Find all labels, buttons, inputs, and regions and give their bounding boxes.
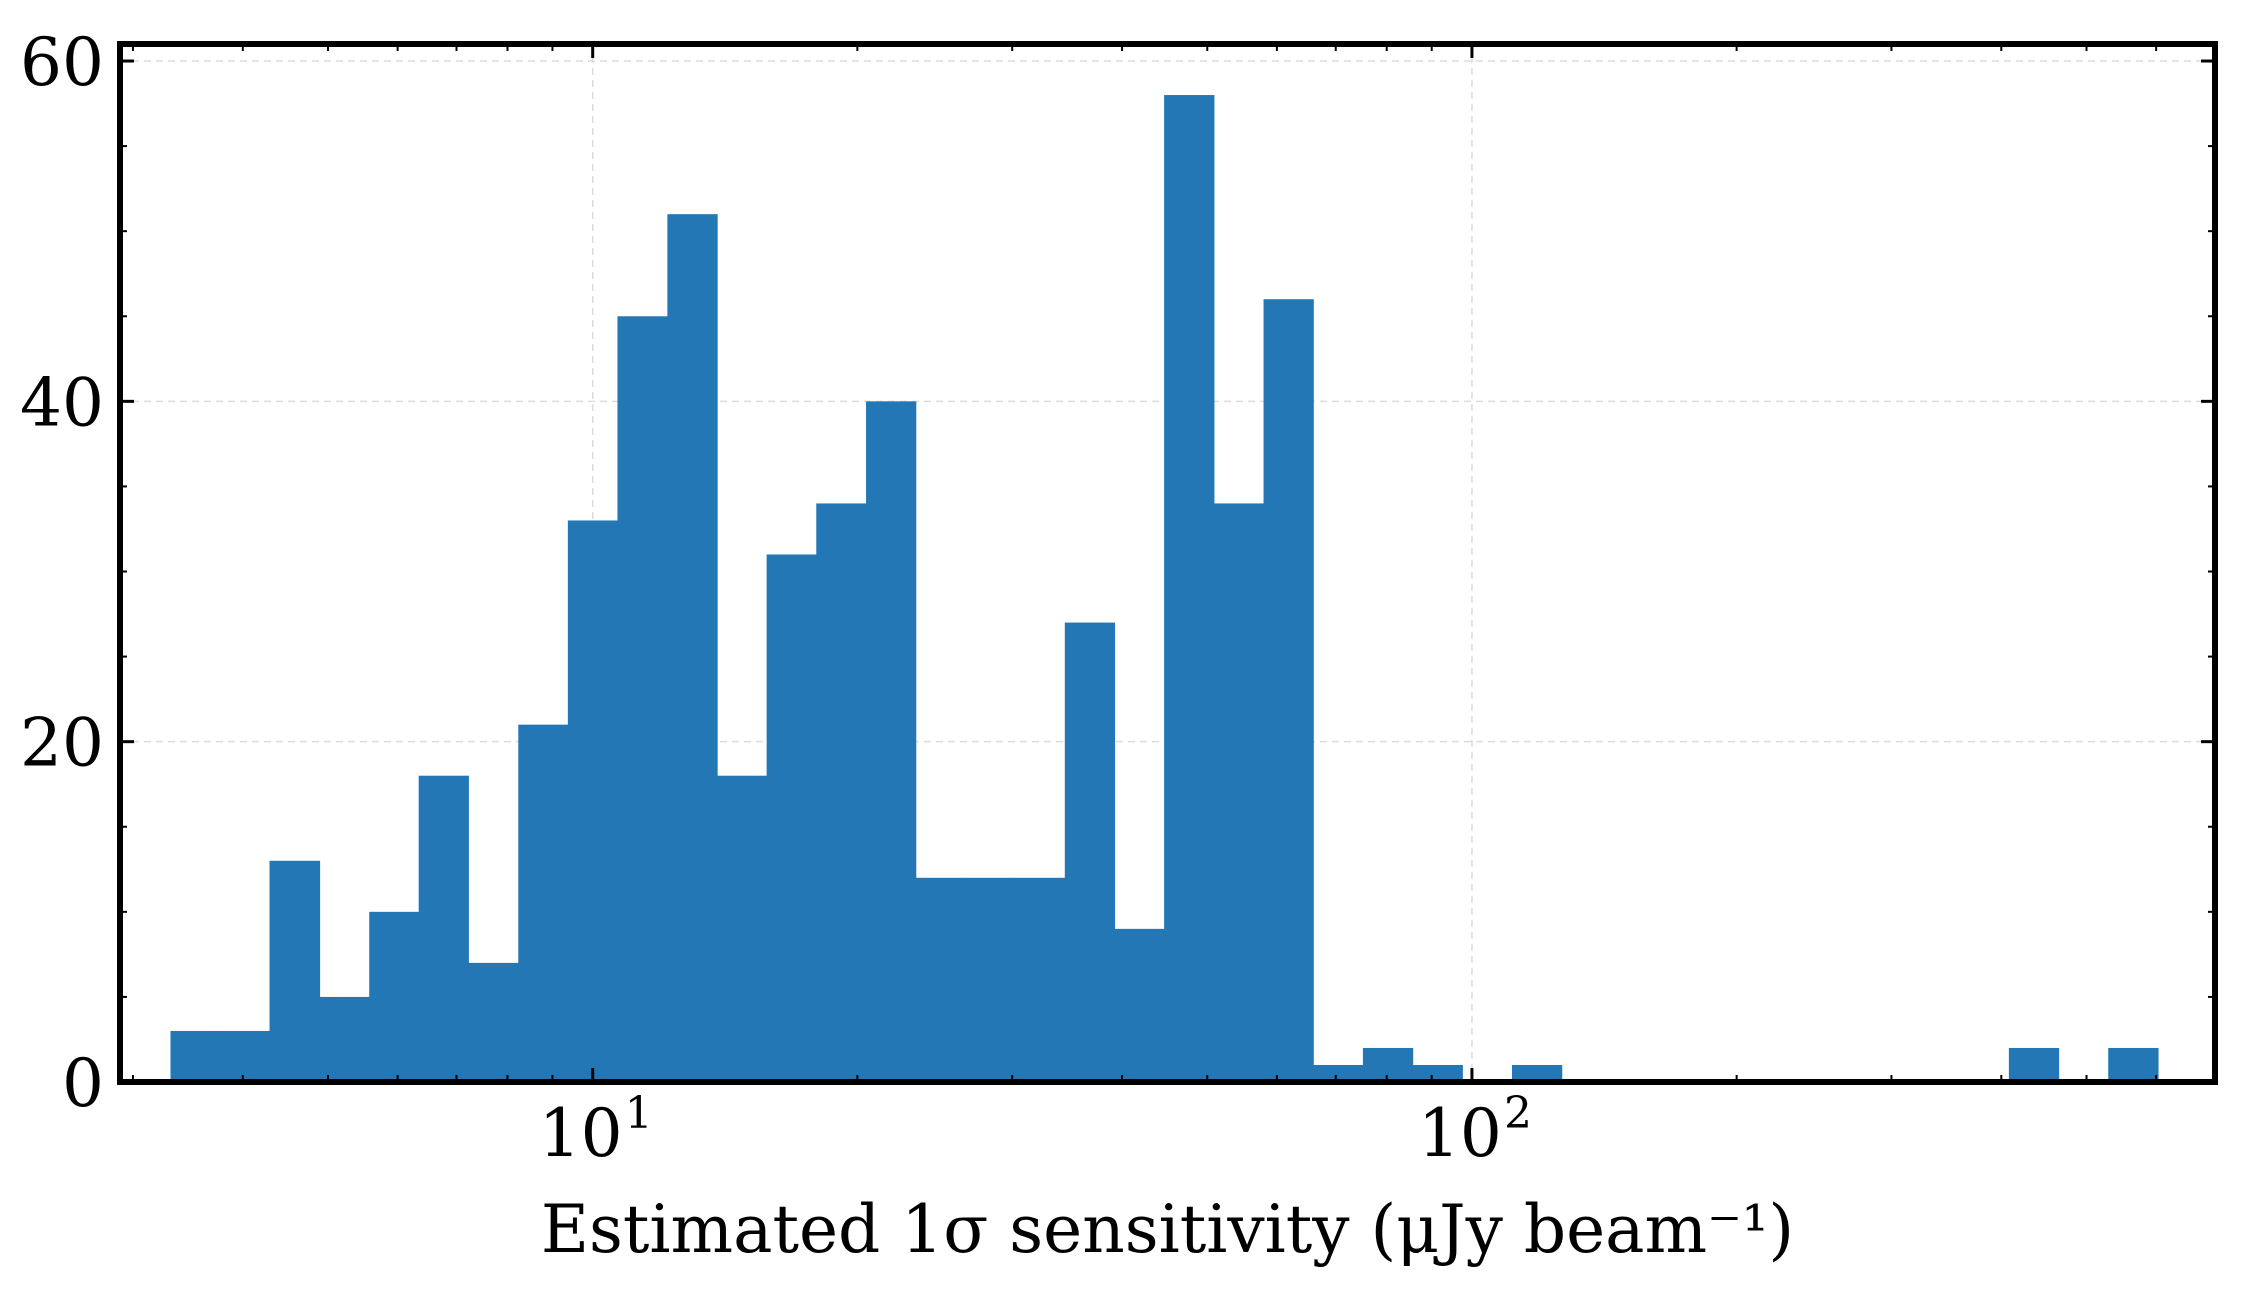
histogram-bar bbox=[866, 401, 917, 1083]
histogram-bar bbox=[1064, 622, 1116, 1082]
x-tick-exponent: 2 bbox=[1504, 1088, 1532, 1139]
histogram-bar bbox=[220, 1030, 271, 1082]
x-tick-label: 10 bbox=[539, 1095, 623, 1172]
histogram-bar bbox=[418, 775, 469, 1082]
histogram-bar bbox=[816, 503, 867, 1082]
histogram-bar bbox=[1412, 1064, 1463, 1082]
histogram-bar bbox=[766, 554, 817, 1082]
histogram-bar bbox=[2108, 1047, 2159, 1082]
histogram-bar bbox=[915, 877, 967, 1082]
histogram-bar bbox=[369, 911, 420, 1082]
histogram-bar bbox=[2008, 1047, 2060, 1082]
histogram-bar bbox=[1164, 95, 1215, 1082]
histogram-bar bbox=[1114, 928, 1165, 1082]
histogram-bar bbox=[567, 520, 619, 1082]
histogram-bar bbox=[717, 775, 768, 1082]
histogram-bar bbox=[468, 962, 519, 1082]
x-tick-label: 10 bbox=[1418, 1095, 1502, 1172]
x-tick-exponent: 1 bbox=[625, 1088, 653, 1139]
histogram-bar bbox=[617, 316, 668, 1082]
histogram-bar bbox=[1015, 877, 1066, 1082]
histogram-bar bbox=[319, 996, 370, 1082]
y-tick-label: 60 bbox=[20, 24, 104, 101]
histogram-bar bbox=[1362, 1047, 1414, 1082]
histogram-bar bbox=[518, 724, 569, 1082]
histogram-bar bbox=[1313, 1064, 1364, 1082]
x-axis-label: Estimated 1σ sensitivity (μJy beam⁻¹) bbox=[541, 1191, 1794, 1268]
y-tick-label: 40 bbox=[20, 364, 104, 441]
y-tick-label: 0 bbox=[62, 1045, 104, 1122]
histogram-bar bbox=[1263, 299, 1314, 1082]
histogram-bar bbox=[1213, 503, 1265, 1082]
histogram-bar bbox=[1511, 1064, 1563, 1082]
y-tick-label: 20 bbox=[20, 705, 104, 782]
histogram-bars bbox=[170, 95, 2159, 1083]
histogram-bar bbox=[965, 877, 1016, 1082]
plot-frame bbox=[117, 41, 2218, 1085]
histogram-bar bbox=[667, 214, 718, 1082]
histogram-bar bbox=[269, 860, 321, 1082]
histogram-bar bbox=[170, 1030, 221, 1082]
